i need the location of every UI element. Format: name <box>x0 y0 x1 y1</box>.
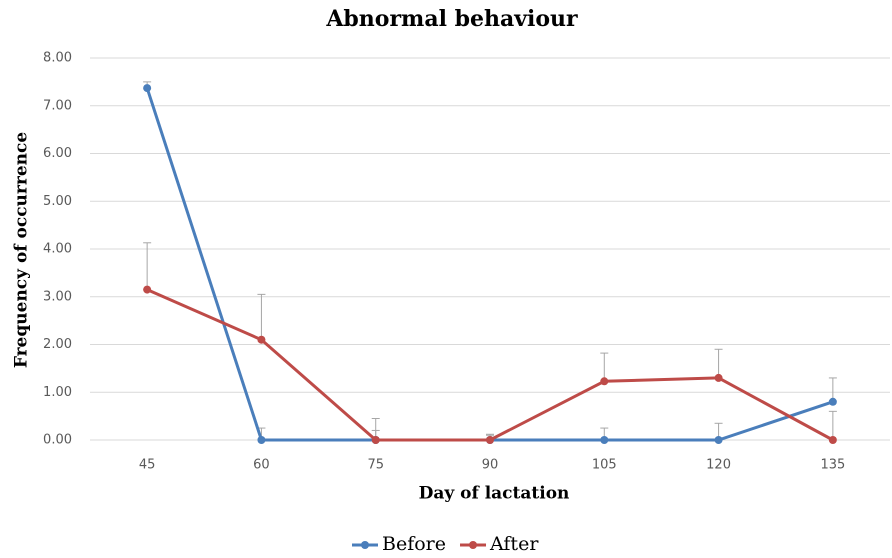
data-point <box>828 397 837 406</box>
series-line <box>145 87 834 442</box>
x-tick-label: 90 <box>482 458 499 473</box>
data-point <box>600 377 609 386</box>
x-tick-label: 105 <box>592 458 617 473</box>
data-point <box>486 436 494 444</box>
data-point <box>714 436 723 444</box>
x-tick-label: 60 <box>253 458 270 473</box>
chart-title: Abnormal behaviour <box>325 6 578 32</box>
y-tick-label: 5.00 <box>43 194 72 209</box>
x-tick-label: 135 <box>820 458 845 473</box>
y-tick-label: 1.00 <box>43 385 72 400</box>
x-tick-label: 120 <box>706 458 731 473</box>
legend-marker <box>469 541 478 549</box>
y-axis-label: Frequency of occurrence <box>12 132 32 369</box>
x-tick-label: 45 <box>139 458 156 473</box>
y-tick-label: 0.00 <box>43 433 72 448</box>
y-tick-label: 7.00 <box>43 98 72 113</box>
data-point <box>257 335 266 344</box>
y-tick-label: 3.00 <box>43 289 72 304</box>
x-axis-label: Day of lactation <box>419 484 570 504</box>
data-point <box>371 436 380 444</box>
y-tick-label: 2.00 <box>43 337 72 352</box>
data-point <box>828 436 837 444</box>
x-tick-label: 75 <box>367 458 384 473</box>
y-tick-label: 6.00 <box>43 146 72 161</box>
data-point <box>714 373 723 382</box>
data-point <box>257 436 266 444</box>
series-line <box>146 288 834 442</box>
data-point <box>143 84 152 93</box>
data-point <box>600 436 609 444</box>
y-tick-label: 4.00 <box>43 242 72 257</box>
y-tick-label: 8.00 <box>43 51 72 66</box>
legend-label: After <box>489 533 539 555</box>
data-point <box>143 285 152 294</box>
legend-label: Before <box>382 533 446 555</box>
legend-marker <box>361 541 369 549</box>
